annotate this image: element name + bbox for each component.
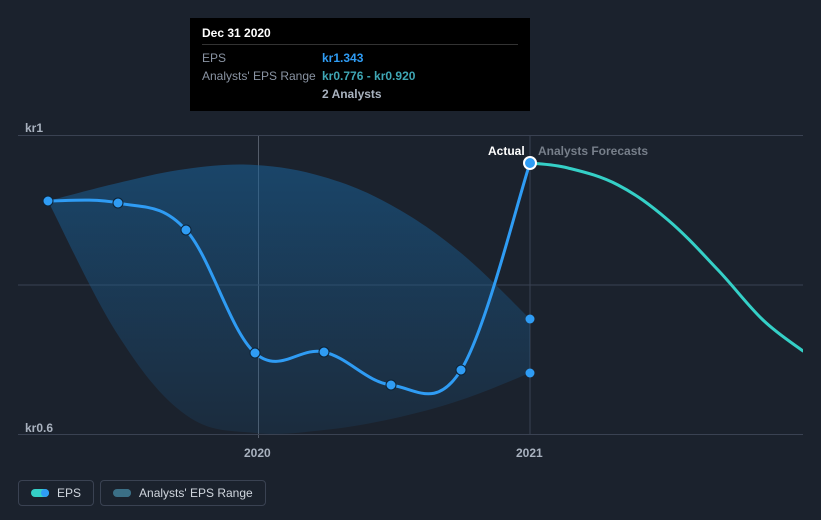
tooltip: Dec 31 2020 EPS kr1.343 Analysts' EPS Ra… <box>190 18 530 111</box>
tooltip-date: Dec 31 2020 <box>202 26 518 45</box>
x-label-2020: 2020 <box>244 446 271 460</box>
eps-chart[interactable] <box>18 135 803 435</box>
x-label-2021: 2021 <box>516 446 543 460</box>
tooltip-range-label: Analysts' EPS Range <box>202 69 322 83</box>
legend-eps-swatch <box>31 489 49 497</box>
legend-eps[interactable]: EPS <box>18 480 94 506</box>
tooltip-eps-value: kr1.343 <box>322 51 363 65</box>
tooltip-range-value: kr0.776 - kr0.920 <box>322 69 415 83</box>
legend-range[interactable]: Analysts' EPS Range <box>100 480 266 506</box>
tooltip-eps-label: EPS <box>202 51 322 65</box>
y-label-kr1: kr1 <box>25 121 43 135</box>
legend-range-label: Analysts' EPS Range <box>139 486 253 500</box>
legend-range-swatch <box>113 489 131 497</box>
legend: EPS Analysts' EPS Range <box>18 480 266 506</box>
tooltip-analysts: 2 Analysts <box>322 87 382 101</box>
legend-eps-label: EPS <box>57 486 81 500</box>
